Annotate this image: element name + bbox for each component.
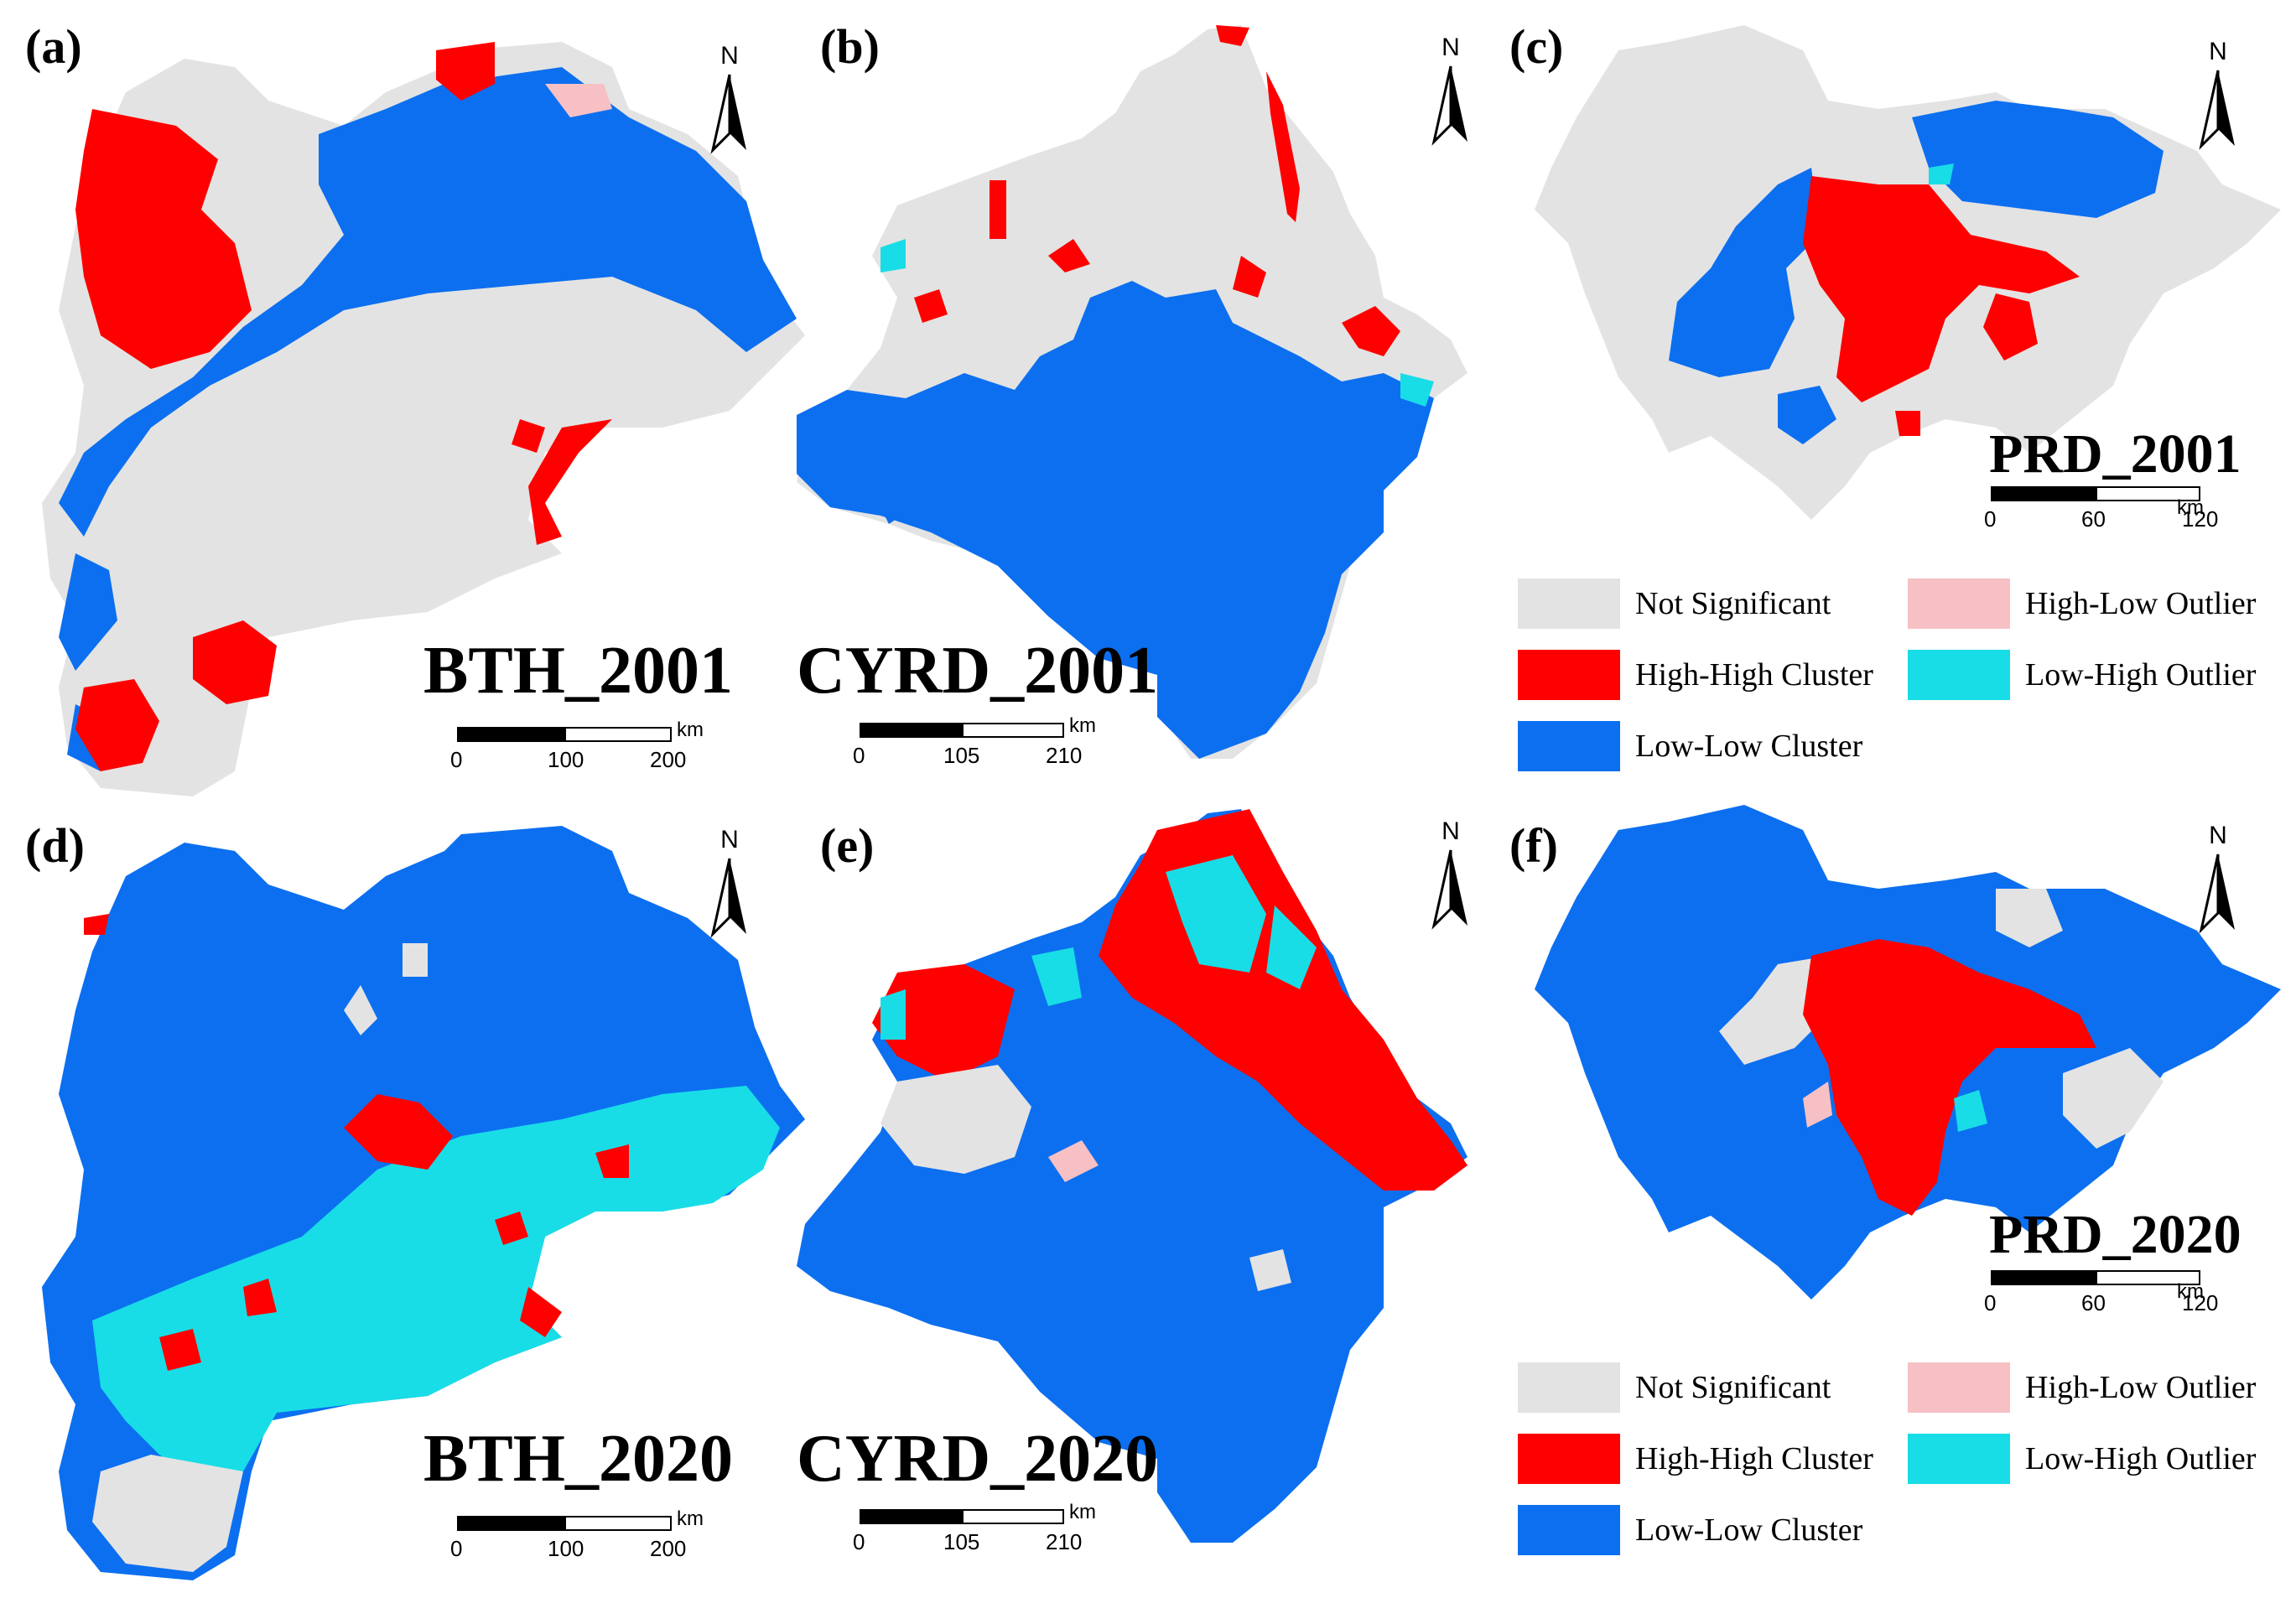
legend-top: Not Significant High-Low Outlier High-Hi… [1518,578,2289,780]
scale-tick: 0 [853,743,865,768]
scale-unit: km [677,1507,704,1530]
scale-tick: 0 [1984,1290,1997,1315]
scale-tick: 60 [2081,1290,2106,1315]
north-label: N [2209,822,2227,849]
scale-tick: 200 [650,747,687,772]
legend-label: High-High Cluster [1635,657,1873,693]
map-title-d: BTH_2020 [423,1422,733,1496]
north-label: N [1441,817,1460,845]
north-label: N [720,826,739,853]
map-cyrd-2001 [797,25,1467,759]
map-title-a: BTH_2001 [423,634,733,708]
scale-tick: 120 [2182,1290,2219,1315]
north-arrow-icon [2199,853,2235,934]
scale-tick: 0 [853,1529,865,1554]
north-arrow-a: N [704,42,755,158]
scale-tick: 100 [548,1536,584,1561]
map-title-f: PRD_2020 [1989,1204,2241,1265]
map-bth-2020 [42,826,805,1580]
map-title-e: CYRD_2020 [797,1422,1159,1496]
north-arrow-b: N [1426,34,1476,150]
legend-bottom: Not Significant High-Low Outlier High-Hi… [1518,1362,2289,1564]
legend-swatch [1518,721,1620,771]
scale-tick: 210 [1046,1529,1083,1554]
legend-swatch [1908,650,2010,700]
legend-label: Low-Low Cluster [1635,729,1863,764]
legend-swatch [1908,578,2010,629]
legend-swatch [1908,1362,2010,1413]
north-arrow-icon [710,74,746,154]
scale-tick: 105 [943,743,980,768]
legend-swatch [1518,1362,1620,1413]
scale-tick: 200 [650,1536,687,1561]
scale-tick: 100 [548,747,584,772]
map-bth-2001 [42,42,805,796]
scale-unit: km [1069,714,1096,737]
scale-unit: km [677,719,704,741]
legend-label: Low-High Outlier [2025,657,2257,693]
north-arrow-icon [1431,849,1467,930]
legend-swatch [1518,1505,1620,1555]
panel-label-a: (a) [25,19,82,74]
legend-swatch [1518,1434,1620,1484]
map-cyrd-2020 [797,809,1467,1543]
scale-unit: km [1069,1501,1096,1523]
scale-tick: 0 [450,1536,463,1561]
panel-label-b: (b) [820,19,880,74]
map-title-b: CYRD_2001 [797,634,1159,708]
legend-label: Low-Low Cluster [1635,1512,1863,1548]
legend-label: Not Significant [1635,586,1831,621]
north-arrow-e: N [1426,817,1476,934]
scale-tick: 120 [2182,506,2219,532]
north-arrow-f: N [2193,822,2243,938]
legend-swatch [1518,578,1620,629]
panel-label-f: (f) [1509,818,1558,873]
map-prd-2020 [1535,805,2281,1300]
north-arrow-icon [2199,70,2235,150]
legend-label: Not Significant [1635,1370,1831,1405]
map-title-c: PRD_2001 [1989,423,2241,485]
scale-tick: 105 [943,1529,980,1554]
panel-label-c: (c) [1509,19,1564,74]
panel-label-e: (e) [820,818,875,873]
scale-tick: 0 [1984,506,1997,532]
legend-label: High-Low Outlier [2025,586,2257,621]
scale-tick: 210 [1046,743,1083,768]
scale-unit: km [2177,1280,2204,1303]
north-label: N [1441,34,1460,61]
north-arrow-icon [710,858,746,938]
legend-label: High-High Cluster [1635,1441,1873,1476]
map-prd-2001 [1535,25,2281,520]
scale-tick: 60 [2081,506,2106,532]
north-arrow-icon [1431,65,1467,146]
legend-swatch [1518,650,1620,700]
legend-label: Low-High Outlier [2025,1441,2257,1476]
panel-label-d: (d) [25,818,85,873]
north-label: N [720,42,739,70]
north-arrow-c: N [2193,38,2243,154]
legend-label: High-Low Outlier [2025,1370,2257,1405]
north-arrow-d: N [704,826,755,942]
legend-swatch [1908,1434,2010,1484]
scale-unit: km [2177,496,2204,519]
scale-tick: 0 [450,747,463,772]
north-label: N [2209,38,2227,65]
